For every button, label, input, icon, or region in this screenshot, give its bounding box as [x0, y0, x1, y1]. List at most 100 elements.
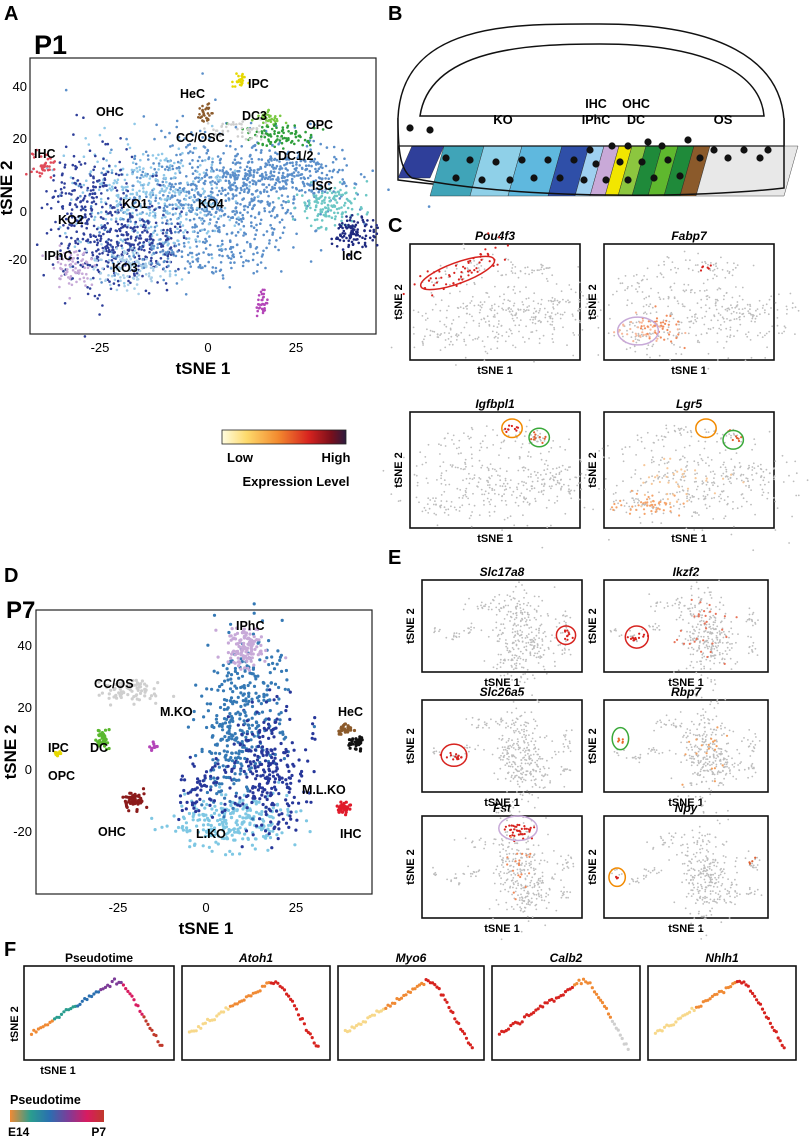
a-ytick: 40: [13, 79, 27, 94]
cell-point: [565, 300, 567, 303]
a-xtick: 0: [204, 340, 211, 355]
cell-nucleus: [544, 156, 552, 164]
ko4-cell: [251, 258, 255, 262]
ko4-cell: [198, 129, 202, 133]
ko4-cell: [179, 181, 182, 185]
cell-point: [786, 308, 788, 311]
cell-point: [781, 332, 783, 335]
ko4-cell: [162, 267, 165, 270]
ko1-cell: [135, 213, 139, 217]
ko1-cell: [216, 178, 219, 181]
idc-cell: [355, 250, 359, 254]
ko4-cell: [284, 200, 288, 204]
ccosc-cell: [203, 127, 206, 130]
ko4-cell: [192, 217, 196, 221]
cell-point: [506, 482, 509, 485]
ko4-cell: [208, 243, 212, 247]
ko1-cell: [75, 222, 78, 226]
isc-cell: [320, 219, 324, 222]
ko4-cell: [341, 168, 344, 172]
cell-point: [730, 458, 733, 461]
feature-plot-xlabel: tSNE 1: [477, 365, 512, 377]
cell-point: [722, 483, 725, 486]
expressing-cell: [641, 331, 644, 334]
ko4-cell: [224, 175, 228, 179]
cell-point: [509, 329, 512, 332]
ccosc-cell: [262, 133, 266, 137]
idc-cell: [347, 239, 351, 242]
ko4-cell: [252, 175, 255, 179]
ko2-cell: [106, 241, 109, 245]
cell-point: [473, 281, 476, 284]
cell-point: [719, 452, 721, 454]
cell-nucleus: [530, 174, 538, 182]
ko3-cell: [109, 283, 112, 287]
ko2-cell: [126, 189, 130, 193]
cell-point: [704, 440, 707, 443]
idc-cell: [343, 223, 347, 227]
cell-point: [442, 461, 445, 463]
ko3-cell: [135, 275, 139, 279]
cell-point: [649, 303, 652, 306]
ko4-cell: [282, 187, 286, 190]
iphc-cell: [73, 271, 77, 274]
ko4-cell: [138, 195, 141, 198]
ko4-cell: [202, 181, 206, 185]
ko4-cell: [282, 200, 285, 203]
cell-point: [579, 458, 582, 461]
cell-point: [492, 444, 495, 446]
ko2-cell: [66, 212, 69, 215]
hec-cell: [201, 104, 204, 108]
cell-point: [746, 335, 749, 338]
ko1-cell: [139, 183, 143, 187]
cell-point: [440, 444, 442, 447]
cell-point: [540, 268, 542, 271]
ko4-cell: [79, 194, 82, 198]
ko4-cell: [309, 148, 312, 151]
ko4-cell: [227, 179, 231, 183]
cell-point: [514, 501, 517, 504]
cell-point: [492, 429, 494, 431]
expressing-cell: [675, 500, 679, 503]
cell-point: [510, 270, 513, 272]
cell-point: [659, 298, 662, 301]
ko4-cell: [268, 163, 272, 167]
isc-cell: [322, 213, 326, 217]
ko4-cell: [324, 177, 327, 180]
cell-point: [493, 303, 496, 306]
ko1-cell: [151, 172, 155, 176]
ko4-cell: [265, 246, 268, 250]
ko2-cell: [139, 237, 143, 240]
cell-nucleus: [724, 154, 732, 162]
ko4-cell: [162, 278, 165, 282]
cell-point: [586, 302, 589, 305]
ko4-cell: [163, 209, 167, 212]
ko4-cell: [234, 148, 237, 151]
ko4-cell: [216, 244, 220, 248]
isc-cell: [320, 186, 323, 189]
cell-point: [450, 505, 452, 508]
expressing-cell: [629, 327, 632, 331]
cell-point: [771, 325, 774, 328]
iphc-cell: [83, 280, 86, 283]
ko4-cell: [228, 182, 231, 185]
ko4-cell: [64, 88, 68, 92]
ko1-cell: [109, 151, 112, 154]
ko1-cell: [152, 187, 156, 191]
ko3-cell: [164, 269, 167, 273]
ko4-cell: [176, 160, 180, 164]
cell-nucleus: [478, 176, 486, 184]
cell-point: [705, 431, 708, 433]
cell-point: [686, 490, 689, 492]
cell-point: [465, 283, 468, 286]
ko2-cell: [120, 173, 123, 176]
expressing-cell: [533, 435, 536, 438]
cell-point: [711, 481, 713, 484]
cell-point: [559, 317, 562, 320]
ko4-cell: [139, 176, 142, 180]
ko2-cell: [85, 221, 89, 224]
ko2-cell: [106, 253, 110, 257]
ko1-cell: [128, 197, 132, 200]
ko4-cell: [218, 269, 222, 273]
